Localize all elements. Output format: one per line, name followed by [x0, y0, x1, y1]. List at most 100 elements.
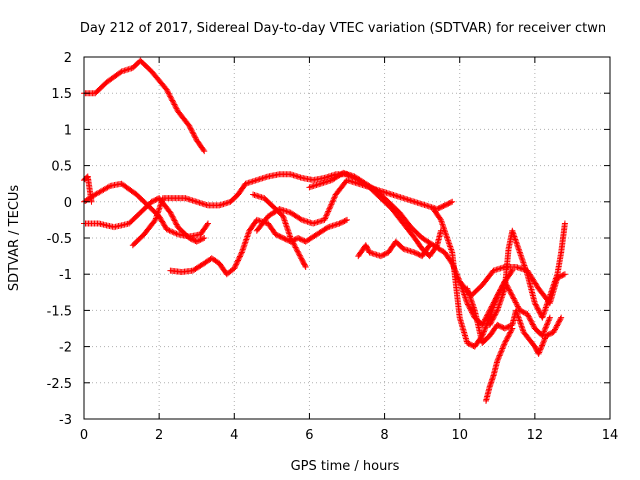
data-point: [527, 317, 534, 324]
data-point: [553, 323, 560, 330]
data-point: [151, 218, 158, 225]
data-point: [536, 309, 543, 316]
data-point: [499, 345, 506, 352]
x-tick-label: 2: [155, 428, 163, 443]
data-point: [498, 323, 505, 330]
data-point: [236, 253, 243, 260]
data-point: [545, 331, 552, 338]
series-sat-l: [464, 285, 565, 357]
data-point: [537, 345, 544, 352]
data-point: [517, 252, 524, 259]
plot-frame: [83, 56, 611, 420]
data-point: [551, 327, 558, 334]
data-point: [155, 206, 162, 213]
data-point: [194, 238, 201, 245]
data-point: [502, 338, 509, 345]
data-point: [196, 237, 203, 244]
data-point: [494, 305, 501, 312]
data-point: [541, 308, 548, 315]
data-point: [537, 346, 544, 353]
data-point: [239, 248, 246, 255]
data-point: [556, 273, 563, 280]
data-point: [158, 199, 165, 206]
data-point: [542, 304, 549, 311]
data-point: [446, 240, 453, 247]
data-point: [467, 306, 474, 313]
data-point: [482, 325, 489, 332]
data-point: [235, 256, 242, 263]
data-point: [281, 217, 288, 224]
data-point: [492, 298, 499, 305]
data-point: [546, 330, 553, 337]
data-point: [536, 349, 543, 356]
data-point: [510, 232, 517, 239]
data-point: [283, 223, 290, 230]
y-tick-label: 1: [64, 123, 72, 138]
data-point: [540, 329, 547, 336]
data-point: [280, 214, 287, 221]
data-point: [539, 331, 546, 338]
data-point: [379, 252, 386, 259]
data-point: [494, 307, 501, 314]
data-point: [555, 274, 562, 281]
data-point: [172, 220, 179, 227]
data-point: [170, 100, 177, 107]
data-point: [497, 297, 504, 304]
data-point: [491, 300, 498, 307]
data-point: [543, 321, 550, 328]
data-point: [238, 249, 245, 256]
data-point: [519, 324, 526, 331]
data-point: [481, 317, 488, 324]
data-point: [535, 306, 542, 313]
data-point: [155, 208, 162, 215]
data-point: [511, 235, 518, 241]
data-point: [492, 310, 499, 317]
axis-ticks: [83, 56, 611, 420]
data-point: [498, 346, 505, 353]
data-point: [232, 262, 239, 269]
data-point: [497, 286, 504, 293]
data-point: [443, 231, 450, 238]
data-point: [554, 274, 561, 281]
data-point: [461, 291, 468, 298]
data-point: [542, 305, 549, 312]
data-point: [535, 350, 542, 357]
data-point: [442, 228, 449, 235]
data-point: [186, 124, 193, 131]
data-point: [543, 332, 550, 339]
data-point: [561, 271, 568, 278]
data-point: [489, 307, 496, 314]
data-point: [275, 232, 282, 239]
data-point: [531, 300, 538, 307]
data-point: [460, 290, 467, 297]
data-point: [498, 348, 505, 355]
data-point: [325, 208, 332, 215]
data-point: [297, 236, 304, 243]
data-point: [501, 325, 508, 332]
data-point: [533, 304, 540, 311]
data-point: [172, 102, 179, 109]
data-point: [541, 335, 548, 342]
data-point: [500, 290, 507, 297]
data-point: [448, 247, 455, 254]
data-point: [533, 302, 540, 309]
data-point: [240, 245, 247, 252]
data-point: [496, 300, 503, 307]
data-point: [513, 240, 520, 247]
data-point: [292, 244, 299, 251]
data-point: [464, 339, 471, 346]
data-point: [273, 231, 280, 238]
data-point: [543, 303, 550, 310]
y-tick-label: -3: [59, 413, 72, 428]
data-point: [555, 319, 562, 326]
data-point: [152, 215, 159, 222]
data-point: [154, 209, 161, 216]
data-point: [493, 295, 500, 302]
data-point: [538, 343, 545, 350]
data-point: [496, 301, 503, 308]
data-point: [340, 218, 347, 225]
data-point: [498, 294, 505, 301]
data-point: [164, 87, 171, 94]
data-point: [507, 328, 514, 335]
